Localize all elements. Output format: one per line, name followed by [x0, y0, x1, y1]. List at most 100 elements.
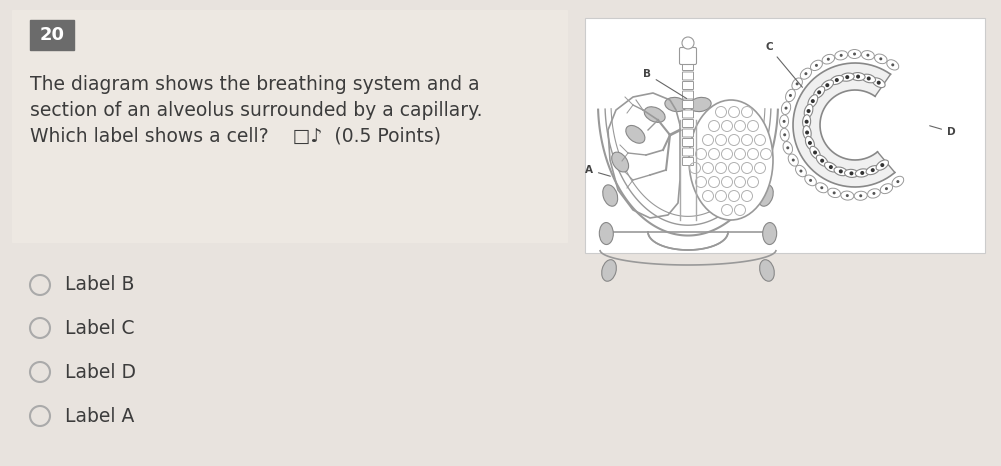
- Circle shape: [820, 159, 824, 163]
- Circle shape: [825, 83, 829, 87]
- Ellipse shape: [887, 60, 899, 70]
- Ellipse shape: [862, 51, 874, 60]
- Circle shape: [805, 120, 809, 123]
- Circle shape: [840, 54, 843, 57]
- Text: B: B: [643, 69, 687, 98]
- Ellipse shape: [788, 154, 799, 166]
- Bar: [12, 10, 567, 242]
- Ellipse shape: [821, 80, 834, 90]
- Circle shape: [796, 82, 799, 85]
- Circle shape: [811, 99, 815, 103]
- Circle shape: [785, 107, 788, 110]
- Circle shape: [815, 64, 818, 67]
- Ellipse shape: [876, 160, 889, 170]
- Text: Label A: Label A: [65, 406, 134, 425]
- Ellipse shape: [808, 95, 818, 108]
- Bar: [585, 18, 985, 253]
- FancyBboxPatch shape: [683, 101, 694, 109]
- Circle shape: [820, 186, 823, 189]
- Circle shape: [813, 151, 817, 155]
- Ellipse shape: [872, 78, 885, 88]
- Ellipse shape: [830, 75, 844, 84]
- FancyBboxPatch shape: [683, 91, 694, 99]
- Circle shape: [789, 94, 792, 97]
- Ellipse shape: [868, 189, 880, 198]
- Ellipse shape: [782, 102, 791, 115]
- Ellipse shape: [892, 176, 904, 187]
- Ellipse shape: [825, 162, 837, 172]
- Ellipse shape: [626, 125, 645, 143]
- FancyBboxPatch shape: [683, 119, 694, 128]
- Text: C: C: [765, 42, 803, 87]
- Ellipse shape: [845, 169, 859, 178]
- FancyBboxPatch shape: [683, 129, 694, 137]
- FancyBboxPatch shape: [683, 62, 694, 70]
- Ellipse shape: [841, 191, 854, 200]
- Circle shape: [805, 130, 809, 135]
- Circle shape: [891, 63, 894, 66]
- Ellipse shape: [855, 169, 869, 177]
- Circle shape: [856, 75, 860, 79]
- Ellipse shape: [759, 185, 773, 206]
- Ellipse shape: [805, 175, 817, 186]
- Circle shape: [850, 171, 854, 175]
- Circle shape: [682, 37, 694, 49]
- Circle shape: [871, 168, 875, 172]
- Text: 20: 20: [39, 26, 64, 44]
- Circle shape: [867, 76, 871, 81]
- Ellipse shape: [690, 97, 711, 112]
- Text: Label C: Label C: [65, 318, 134, 337]
- Ellipse shape: [840, 73, 854, 81]
- Ellipse shape: [851, 73, 865, 81]
- FancyBboxPatch shape: [680, 48, 697, 64]
- Text: Label B: Label B: [65, 275, 134, 295]
- Circle shape: [839, 169, 843, 173]
- Circle shape: [829, 165, 833, 169]
- Ellipse shape: [796, 165, 807, 177]
- Circle shape: [835, 78, 839, 82]
- Text: Label D: Label D: [65, 363, 136, 382]
- Circle shape: [859, 194, 862, 197]
- Ellipse shape: [822, 55, 835, 64]
- Circle shape: [827, 58, 830, 61]
- Circle shape: [805, 72, 808, 75]
- Ellipse shape: [689, 100, 773, 220]
- Ellipse shape: [780, 128, 789, 141]
- Ellipse shape: [875, 54, 887, 64]
- Circle shape: [845, 75, 849, 79]
- Text: section of an alveolus surrounded by a capillary.: section of an alveolus surrounded by a c…: [30, 101, 482, 120]
- Circle shape: [853, 53, 856, 55]
- Circle shape: [877, 81, 881, 85]
- Ellipse shape: [828, 188, 841, 198]
- Ellipse shape: [817, 155, 828, 166]
- Circle shape: [873, 192, 876, 195]
- Circle shape: [783, 120, 786, 123]
- Ellipse shape: [814, 87, 825, 98]
- Ellipse shape: [804, 104, 813, 118]
- FancyBboxPatch shape: [683, 72, 694, 80]
- FancyBboxPatch shape: [683, 158, 694, 165]
- FancyBboxPatch shape: [683, 138, 694, 146]
- Ellipse shape: [806, 136, 815, 150]
- Ellipse shape: [603, 185, 618, 206]
- Ellipse shape: [786, 89, 796, 102]
- Circle shape: [860, 171, 864, 175]
- Circle shape: [800, 170, 803, 172]
- Circle shape: [885, 187, 888, 190]
- Circle shape: [783, 133, 786, 136]
- Ellipse shape: [602, 260, 617, 281]
- Circle shape: [833, 192, 836, 194]
- Circle shape: [786, 146, 789, 149]
- Ellipse shape: [731, 125, 750, 143]
- Circle shape: [879, 57, 882, 61]
- Text: A: A: [585, 165, 611, 176]
- Text: D: D: [930, 126, 956, 137]
- Circle shape: [817, 90, 821, 94]
- Ellipse shape: [760, 260, 775, 281]
- Circle shape: [896, 180, 899, 183]
- Text: Which label shows a cell?    □♪  (0.5 Points): Which label shows a cell? □♪ (0.5 Points…: [30, 127, 441, 146]
- Ellipse shape: [835, 51, 848, 60]
- Bar: [30, 20, 74, 50]
- Ellipse shape: [816, 183, 828, 193]
- Ellipse shape: [803, 115, 811, 129]
